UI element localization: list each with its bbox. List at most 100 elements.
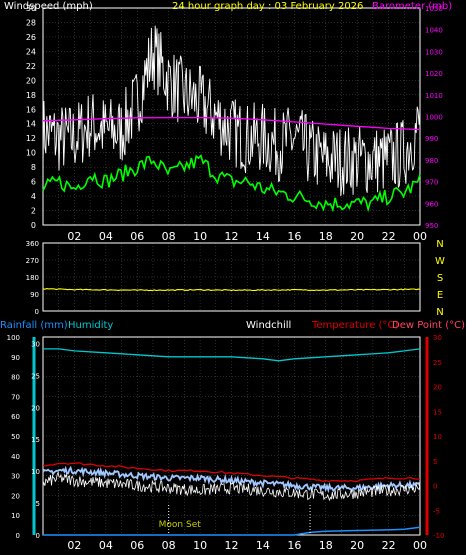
x-tick-label: 14 [256, 230, 270, 243]
humidity-y-tick-label: 30 [11, 473, 20, 481]
wind-y-tick-label: 28 [26, 18, 36, 27]
x-tick-label: 14 [256, 539, 270, 552]
temperature-y-tick-label: 30 [433, 334, 442, 342]
direction-y-tick-label: 180 [26, 274, 39, 282]
x-tick-label: 04 [99, 539, 113, 552]
x-tick-label: 04 [99, 230, 113, 243]
rainfall-y-tick-label: 15 [31, 436, 40, 444]
barometer-y-tick-label: 1050 [425, 5, 443, 13]
wind-y-tick-label: 16 [26, 105, 36, 114]
temperature-y-tick-label: -10 [433, 532, 444, 540]
wind-y-tick-label: 24 [26, 47, 36, 56]
barometer-y-tick-label: 980 [425, 157, 438, 165]
barometer-y-tick-label: 1000 [425, 114, 443, 122]
windspeed-axis-label: Windspeed (mph) [4, 1, 93, 12]
wind-y-tick-label: 22 [26, 62, 36, 71]
compass-label: E [437, 290, 443, 301]
temperature-y-tick-label: 5 [433, 458, 437, 466]
barometer-y-tick-label: 1040 [425, 27, 443, 35]
x-tick-label: 12 [225, 539, 239, 552]
compass-label: N [436, 307, 443, 318]
wind-average-series [42, 154, 421, 213]
graph-title: 24 hour graph day : 03 February 2026 [172, 1, 364, 12]
temperature-y-tick-label: -5 [433, 507, 440, 515]
humidity-y-tick-label: 0 [16, 532, 20, 540]
humidity-y-tick-label: 50 [11, 433, 20, 441]
wind-y-tick-label: 26 [26, 33, 36, 42]
x-tick-label: 20 [350, 539, 364, 552]
temperature-y-tick-label: 10 [433, 433, 442, 441]
barometer-axis-label: Barometer (mb) [372, 1, 453, 12]
rainfall-series [43, 526, 421, 536]
direction-y-tick-label: 270 [26, 257, 39, 265]
x-tick-label: 20 [350, 230, 364, 243]
direction-panel-frame [42, 242, 421, 312]
barometer-series [42, 116, 421, 131]
humidity-axis-label: Humidity [68, 320, 114, 331]
x-tick-label: 18 [319, 539, 333, 552]
barometer-y-tick-label: 1020 [425, 70, 443, 78]
wind-direction-series [42, 288, 421, 292]
x-tick-label: 00 [413, 539, 427, 552]
rainfall-y-tick-label: 0 [36, 532, 40, 540]
barometer-y-tick-label: 960 [425, 200, 438, 208]
wind-y-tick-label: 10 [26, 149, 36, 158]
direction-y-tick-label: 0 [35, 308, 39, 316]
x-tick-label: 16 [287, 230, 301, 243]
barometer-y-tick-label: 970 [425, 179, 438, 187]
temperature-y-tick-label: 20 [433, 384, 442, 392]
x-tick-label: 06 [130, 230, 144, 243]
humidity-y-tick-label: 90 [11, 354, 20, 362]
temperature-y-tick-label: 15 [433, 408, 442, 416]
compass-label: N [436, 239, 443, 250]
temperature-axis-label: Temperature (°C) [312, 320, 399, 331]
x-tick-label: 00 [413, 230, 427, 243]
temp-humidity-panel: 0102030405060708090100051015202530-10-50… [7, 334, 445, 552]
wind-y-tick-label: 6 [31, 178, 36, 187]
temperature-series [42, 462, 421, 483]
humidity-y-tick-label: 10 [11, 512, 20, 520]
wind-y-tick-label: 2 [31, 207, 36, 216]
wind-y-tick-label: 0 [31, 221, 36, 230]
compass-label: S [437, 273, 443, 284]
x-tick-label: 02 [67, 230, 81, 243]
temperature-y-tick-label: 0 [433, 483, 437, 491]
direction-y-tick-label: 90 [30, 291, 39, 299]
x-tick-label: 22 [382, 539, 396, 552]
x-tick-label: 10 [193, 539, 207, 552]
wind-panel: 0246810121416182022242628309509609709809… [26, 4, 443, 243]
barometer-y-tick-label: 990 [425, 135, 438, 143]
rainfall-y-tick-label: 10 [31, 468, 40, 476]
wind-y-tick-label: 4 [31, 192, 36, 201]
x-tick-label: 16 [287, 539, 301, 552]
dewpoint-series [42, 465, 421, 494]
wind-y-tick-label: 12 [26, 134, 36, 143]
x-tick-label: 08 [162, 230, 176, 243]
barometer-y-tick-label: 1010 [425, 92, 443, 100]
x-tick-label: 10 [193, 230, 207, 243]
dewpoint-label: Dew Point (°C) [392, 320, 466, 331]
rainfall-y-tick-label: 20 [31, 404, 40, 412]
humidity-series [43, 348, 421, 362]
rainfall-y-tick-label: 25 [31, 372, 40, 380]
x-tick-label: 02 [67, 539, 81, 552]
windchill-label: Windchill [246, 320, 292, 331]
x-tick-label: 22 [382, 230, 396, 243]
windchill-series [42, 471, 421, 502]
wind-y-tick-label: 30 [26, 4, 36, 13]
x-tick-label: 12 [225, 230, 239, 243]
x-tick-label: 06 [130, 539, 144, 552]
wind-y-tick-label: 18 [26, 91, 36, 100]
wind-gust-series [42, 25, 421, 197]
wind-y-tick-label: 8 [31, 163, 36, 172]
temperature-y-tick-label: 25 [433, 359, 442, 367]
x-tick-label: 08 [162, 539, 176, 552]
humidity-y-tick-label: 60 [11, 413, 20, 421]
wind-y-tick-label: 14 [26, 120, 36, 129]
humidity-y-tick-label: 100 [7, 334, 20, 342]
humidity-y-tick-label: 70 [11, 393, 20, 401]
rainfall-y-tick-label: 30 [31, 340, 40, 348]
humidity-y-tick-label: 80 [11, 374, 20, 382]
moon-set-label: Moon Set [159, 520, 202, 530]
